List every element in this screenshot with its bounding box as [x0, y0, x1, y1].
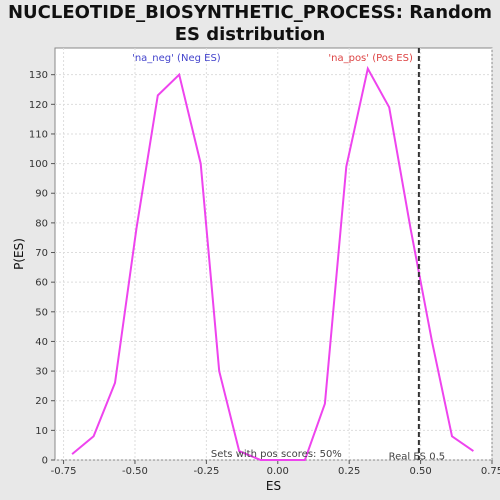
neg-es-label: 'na_neg' (Neg ES) — [132, 53, 221, 64]
y-axis: 0 10 20 30 40 50 60 70 80 90 100 110 120 130 — [29, 70, 55, 467]
y-tick-label: 80 — [35, 218, 48, 229]
y-tick-label: 20 — [35, 396, 48, 407]
sets-pos-scores-label: Sets with pos scores: 50% — [211, 449, 342, 460]
plot-area — [54, 47, 493, 461]
y-tick-label: 100 — [29, 159, 48, 170]
y-tick-label: 70 — [35, 248, 48, 259]
y-tick-label: 30 — [35, 367, 48, 378]
y-tick-label: 110 — [29, 129, 48, 140]
y-tick-label: 120 — [29, 100, 48, 111]
x-tick-label: -0.50 — [122, 466, 148, 477]
y-tick-label: 90 — [35, 189, 48, 200]
y-tick-label: 60 — [35, 278, 48, 289]
y-tick-label: 130 — [29, 70, 48, 81]
x-tick-label: 0.50 — [409, 466, 431, 477]
y-axis-label: P(ES) — [12, 238, 26, 270]
x-axis: -0.75 -0.50 -0.25 0.00 0.25 0.50 0.75 — [51, 460, 500, 477]
y-tick-label: 10 — [35, 426, 48, 437]
series-line — [71, 65, 474, 461]
y-tick-label: 40 — [35, 337, 48, 348]
x-tick-label: 0.00 — [267, 466, 289, 477]
pos-es-label: 'na_pos' (Pos ES) — [328, 53, 413, 64]
x-tick-label: 0.25 — [338, 466, 360, 477]
y-tick-label: 50 — [35, 307, 48, 318]
x-tick-label: -0.75 — [51, 466, 77, 477]
x-axis-label: ES — [266, 479, 281, 493]
y-tick-label: 0 — [42, 456, 48, 467]
x-tick-label: -0.25 — [193, 466, 219, 477]
x-tick-label: 0.75 — [481, 466, 500, 477]
real-es-label: Real ES 0.5 — [389, 452, 445, 463]
chart-title: NUCLEOTIDE_BIOSYNTHETIC_PROCESS: Random E… — [7, 2, 493, 45]
